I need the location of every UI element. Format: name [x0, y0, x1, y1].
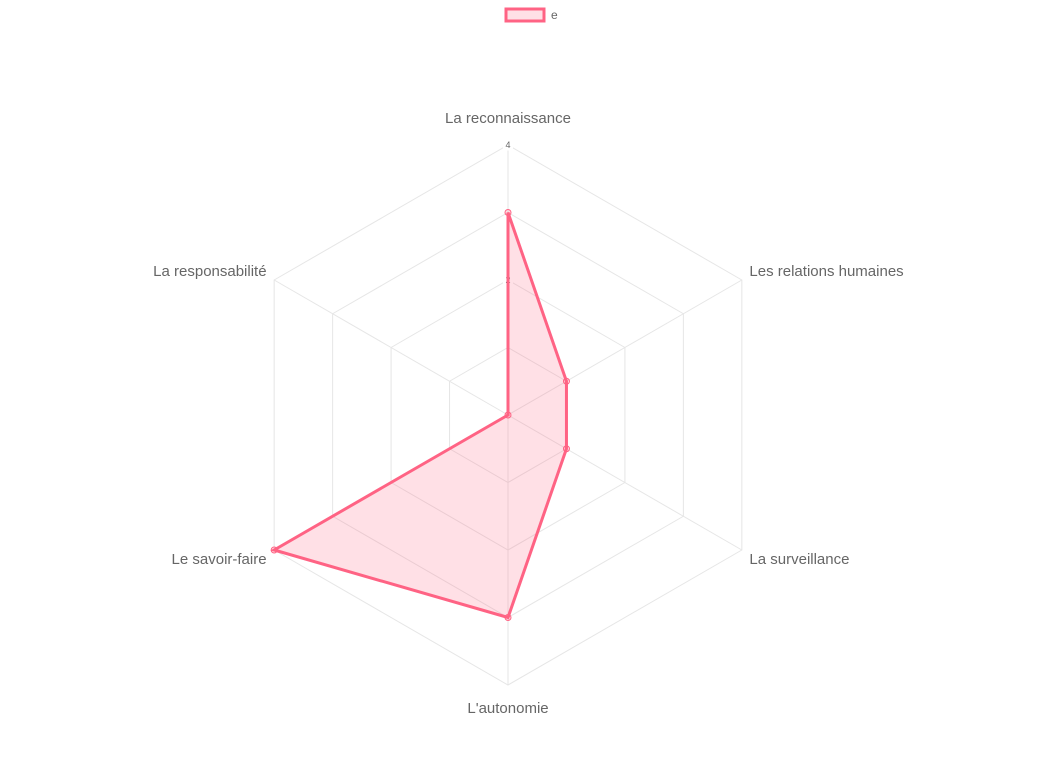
tick-label-4: 4 — [505, 140, 510, 150]
axis-label-2: Les relations humaines — [749, 263, 903, 280]
axis-label-4: L'autonomie — [467, 700, 548, 717]
data-point-5[interactable] — [270, 546, 278, 554]
data-point-2[interactable] — [562, 377, 570, 385]
legend-swatch-e[interactable] — [504, 7, 546, 23]
axis-label-1: La reconnaissance — [445, 110, 571, 127]
legend[interactable]: e — [504, 7, 558, 23]
data-point-3[interactable] — [562, 445, 570, 453]
axis-label-5: Le savoir-faire — [172, 551, 267, 568]
series-area-e — [270, 212, 568, 620]
angle-line-2 — [507, 279, 743, 416]
legend-label-e[interactable]: e — [551, 8, 558, 22]
angle-line-3 — [507, 414, 743, 551]
axis-point-labels: La reconnaissance Les relations humaines L… — [153, 110, 904, 717]
data-point-6[interactable] — [504, 411, 512, 419]
tick-label-backdrop-4 — [503, 139, 513, 151]
axis-label-3: La surveillance — [749, 551, 849, 568]
data-point-1[interactable] — [504, 209, 512, 216]
data-series-layer — [270, 209, 570, 621]
data-point-4[interactable] — [504, 614, 512, 621]
axis-label-6: La responsabilité — [153, 263, 266, 280]
angle-line-6 — [273, 279, 509, 416]
